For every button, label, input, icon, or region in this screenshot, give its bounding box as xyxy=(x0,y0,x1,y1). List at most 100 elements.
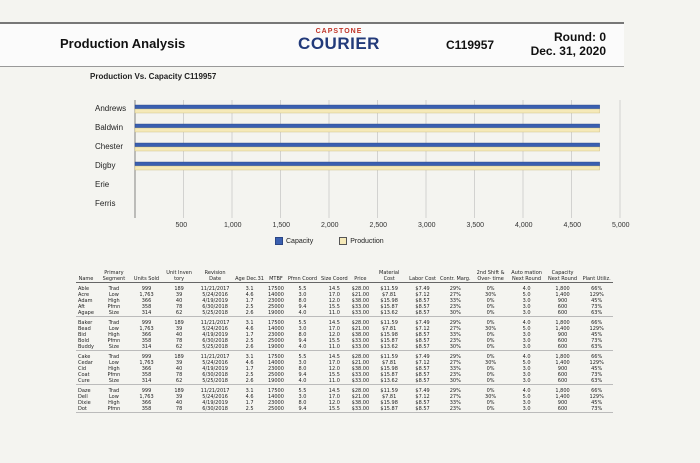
table-cell: 66% xyxy=(591,388,603,394)
table-header-row: Name Primary Segment Units Sold Unit Inven … xyxy=(76,270,613,283)
table-cell: Low xyxy=(108,326,119,332)
table-cell: $7.81 xyxy=(381,360,397,366)
table-cell: 30% xyxy=(485,394,497,400)
table-cell: Dot xyxy=(78,406,87,412)
table-cell: 5/24/2016 xyxy=(202,292,228,298)
table-cell: 11.0 xyxy=(328,378,340,384)
table-cell: 4.6 xyxy=(245,360,254,366)
table-row: Able Trad 999 189 11/21/2017 3.1 17500 5.5 14.5 $… xyxy=(76,283,613,293)
table-cell: 30% xyxy=(449,344,461,350)
table-cell: 62 xyxy=(175,378,183,384)
chart-svg xyxy=(134,100,621,218)
table-cell: $8.57 xyxy=(415,372,430,378)
table-cell: $7.49 xyxy=(415,320,430,326)
table-cell: Bead xyxy=(78,326,91,332)
legend-label: Production xyxy=(350,237,384,245)
table-cell: 600 xyxy=(557,310,568,316)
table-cell: Able xyxy=(78,286,90,292)
table-row: Adam High 366 40 4/19/2019 1.7 23000 8.0 12.0 $38… xyxy=(76,298,613,304)
capacity-bar xyxy=(134,104,600,110)
table-cell: 5/25/2018 xyxy=(202,378,228,384)
table-cell: 4.6 xyxy=(245,394,254,400)
table-cell: 314 xyxy=(141,344,152,350)
table-cell: 366 xyxy=(141,400,152,406)
table-row: Acre Low 1,763 39 5/24/2016 4.6 14000 3.0 17.0 $2… xyxy=(76,292,613,298)
table-cell: 600 xyxy=(557,372,568,378)
table-cell: 3.0 xyxy=(522,372,531,378)
table-cell: 366 xyxy=(141,298,152,304)
table-cell: 11/21/2017 xyxy=(200,354,230,360)
table-cell: 4.0 xyxy=(298,344,307,350)
table-cell: 3.0 xyxy=(298,326,307,332)
table-cell: 1.7 xyxy=(245,332,254,338)
table-row: Agape Size 314 62 5/25/2018 2.6 19000 4.0 11.0 $3… xyxy=(76,310,613,317)
table-cell: 14.5 xyxy=(328,354,340,360)
table-cell: 900 xyxy=(557,366,568,372)
table-cell: 30% xyxy=(449,378,461,384)
legend-label: Capacity xyxy=(286,237,314,245)
table-cell: 5.5 xyxy=(298,388,307,394)
table-cell: 40 xyxy=(175,332,183,338)
table-cell: 73% xyxy=(591,372,603,378)
table-cell: $21.00 xyxy=(351,360,370,366)
table-cell: 19000 xyxy=(267,310,284,316)
table-cell: 73% xyxy=(591,406,603,412)
table-cell: 3.0 xyxy=(522,344,531,350)
table-cell: Low xyxy=(108,394,119,400)
table-cell: 2.5 xyxy=(245,406,254,412)
table-cell: $33.00 xyxy=(351,378,370,384)
table-cell: 5.0 xyxy=(522,360,531,366)
table-cell: $33.00 xyxy=(351,338,370,344)
table-cell: 4.0 xyxy=(522,320,531,326)
table-cell: 23% xyxy=(449,338,461,344)
table-cell: 23% xyxy=(449,406,461,412)
table-cell: Adam xyxy=(78,298,93,304)
table-cell: 5.0 xyxy=(522,326,531,332)
table-cell: 17.0 xyxy=(328,394,340,400)
table-cell: 3.1 xyxy=(245,286,254,292)
table-cell: 25000 xyxy=(267,372,284,378)
table-cell: 3.0 xyxy=(298,360,307,366)
table-cell: Dixie xyxy=(78,400,91,406)
table-cell: 11.0 xyxy=(328,344,340,350)
table-cell: 4/19/2019 xyxy=(202,366,228,372)
capacity-bar xyxy=(134,161,600,167)
x-tick-label: 3,000 xyxy=(418,222,436,229)
table-cell: $7.81 xyxy=(381,292,397,298)
table-cell: $15.98 xyxy=(380,332,398,338)
production-table: Name Primary Segment Units Sold Unit Inven … xyxy=(76,270,613,413)
table-cell: 63% xyxy=(591,378,603,384)
x-tick-label: 500 xyxy=(175,222,188,229)
capacity-bar xyxy=(134,142,600,148)
table-group: Daze Trad 999 189 11/21/2017 3.1 17500 5.5 14.5 $… xyxy=(76,385,613,413)
table-cell: $7.12 xyxy=(415,292,430,298)
x-tick-label: 4,500 xyxy=(563,222,582,229)
table-cell: 78 xyxy=(175,338,183,344)
table-cell: Size xyxy=(108,378,120,384)
table-cell: $7.81 xyxy=(381,394,397,400)
column-header: Age Dec.31 xyxy=(233,270,266,283)
table-cell: High xyxy=(108,366,120,372)
table-cell: 11/21/2017 xyxy=(200,320,230,326)
company-id: C119957 xyxy=(446,38,495,52)
table-cell: 129% xyxy=(589,394,604,400)
table-cell: $28.00 xyxy=(351,286,370,292)
table-cell: $15.87 xyxy=(380,372,398,378)
table-cell: 3.0 xyxy=(522,304,531,310)
table-cell: Cake xyxy=(78,354,91,360)
table-cell: 17.0 xyxy=(328,326,340,332)
table-cell: 30% xyxy=(485,360,497,366)
table-cell: 14000 xyxy=(267,360,284,366)
table-cell: 45% xyxy=(591,366,603,372)
table-cell: Low xyxy=(108,360,119,366)
table-row: Bold Pfmn 358 78 6/30/2018 2.5 25000 9.4 15.5 $33… xyxy=(76,338,613,344)
column-header: Unit Inven tory xyxy=(161,270,198,283)
category-label: Andrews xyxy=(95,104,127,113)
table-cell: 5/25/2018 xyxy=(202,310,228,316)
table-cell: 1,800 xyxy=(555,354,570,360)
column-header: 2nd Shift & Over- time xyxy=(472,270,509,283)
table-cell: 189 xyxy=(174,388,184,394)
table-cell: 2.5 xyxy=(245,338,254,344)
table-cell: 366 xyxy=(141,332,152,338)
table-cell: 2.6 xyxy=(245,344,254,350)
